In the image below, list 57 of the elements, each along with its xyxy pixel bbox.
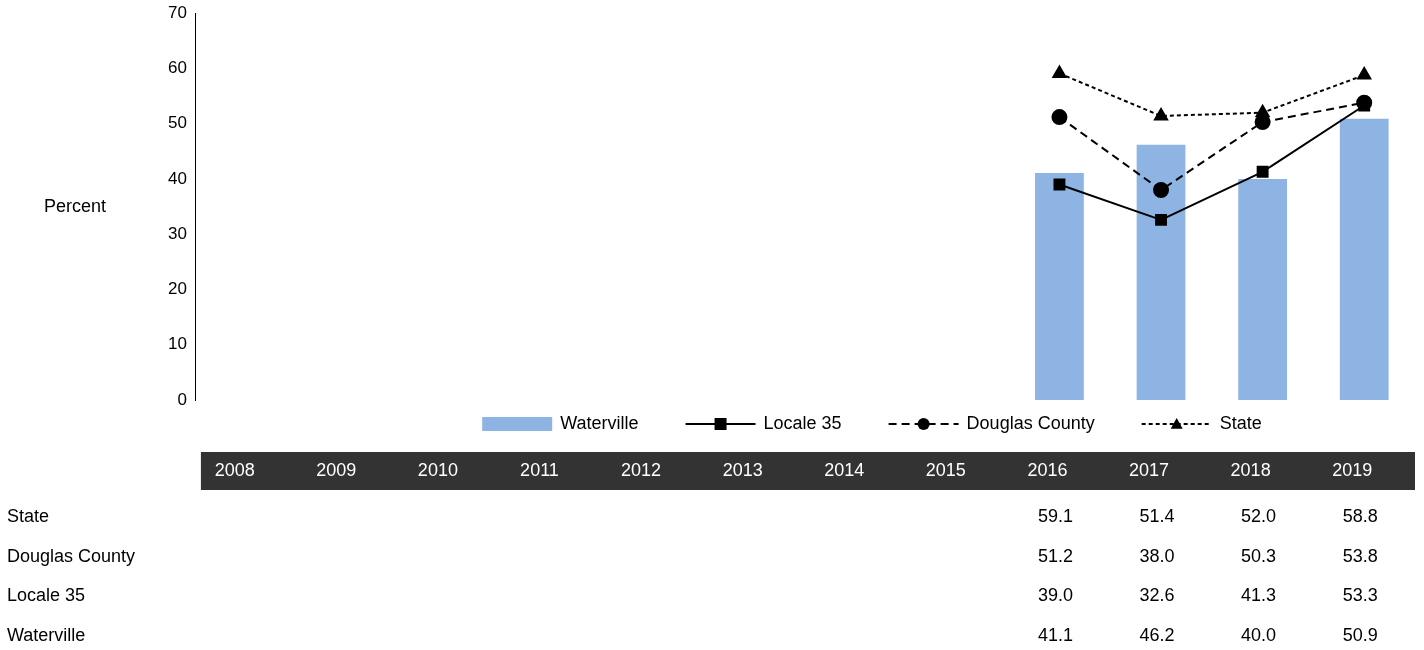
point xyxy=(1052,65,1067,78)
data-label: 41.1 xyxy=(1037,625,1073,646)
data-label: 46.2 xyxy=(1139,625,1175,646)
bar xyxy=(1035,172,1084,400)
point xyxy=(1256,165,1269,178)
data-label: 59.1 xyxy=(1037,505,1073,526)
x-tick-label: 2017 xyxy=(1129,459,1170,480)
y-tick-label: 0 xyxy=(177,389,187,409)
data-label: 51.2 xyxy=(1037,545,1073,566)
data-label: 40.0 xyxy=(1241,625,1277,646)
data-label: 53.3 xyxy=(1342,585,1378,606)
data-label: 51.4 xyxy=(1139,505,1175,526)
data-label: 41.3 xyxy=(1241,585,1277,606)
x-tick-label: 2011 xyxy=(520,459,559,480)
data-label: 53.8 xyxy=(1342,545,1378,566)
text: Waterville xyxy=(7,625,86,646)
legend-label: Douglas County xyxy=(966,412,1095,433)
bar xyxy=(1238,178,1287,400)
x-tick-label: 2016 xyxy=(1027,459,1068,480)
data-label: 52.0 xyxy=(1241,505,1277,526)
bar xyxy=(1136,144,1186,400)
y-tick-label: 40 xyxy=(167,168,187,188)
legend-label: Locale 35 xyxy=(763,412,842,433)
data-label: 58.8 xyxy=(1342,505,1378,526)
point xyxy=(1053,178,1066,191)
x-tick-label: 2008 xyxy=(214,459,255,480)
data-label: 50.3 xyxy=(1241,545,1277,566)
data-label: 50.9 xyxy=(1342,625,1378,646)
text: Locale 35 xyxy=(7,585,86,606)
x-tick-label: 2014 xyxy=(824,459,865,480)
point xyxy=(1153,107,1169,121)
point xyxy=(1051,109,1068,126)
x-tick-label: 2015 xyxy=(925,459,966,480)
x-tick-label: 2013 xyxy=(722,459,763,480)
x-tick-label: 2009 xyxy=(316,459,357,480)
text: Douglas County xyxy=(7,545,136,566)
bar xyxy=(1339,118,1389,400)
y-tick-label: 60 xyxy=(167,58,187,78)
x-tick-label: 2019 xyxy=(1332,459,1373,480)
y-tick-label: 30 xyxy=(167,223,187,243)
point xyxy=(1155,213,1167,226)
y-axis-title: Percent xyxy=(43,195,107,216)
text: State xyxy=(7,505,50,526)
y-tick-label: 20 xyxy=(167,279,187,299)
y-tick-label: 70 xyxy=(167,2,187,22)
x-tick-label: 2010 xyxy=(417,459,458,480)
y-tick-label: 50 xyxy=(167,113,187,133)
legend-label: Waterville xyxy=(560,412,639,433)
x-tick-label: 2018 xyxy=(1230,459,1271,480)
x-tick-label: 2012 xyxy=(621,459,662,480)
data-label: 39.0 xyxy=(1037,585,1073,606)
data-label: 32.6 xyxy=(1139,585,1175,606)
y-tick-label: 10 xyxy=(167,334,187,354)
point xyxy=(1153,182,1170,199)
data-label: 38.0 xyxy=(1139,545,1175,566)
point xyxy=(1357,67,1372,80)
legend-label: State xyxy=(1219,412,1262,433)
